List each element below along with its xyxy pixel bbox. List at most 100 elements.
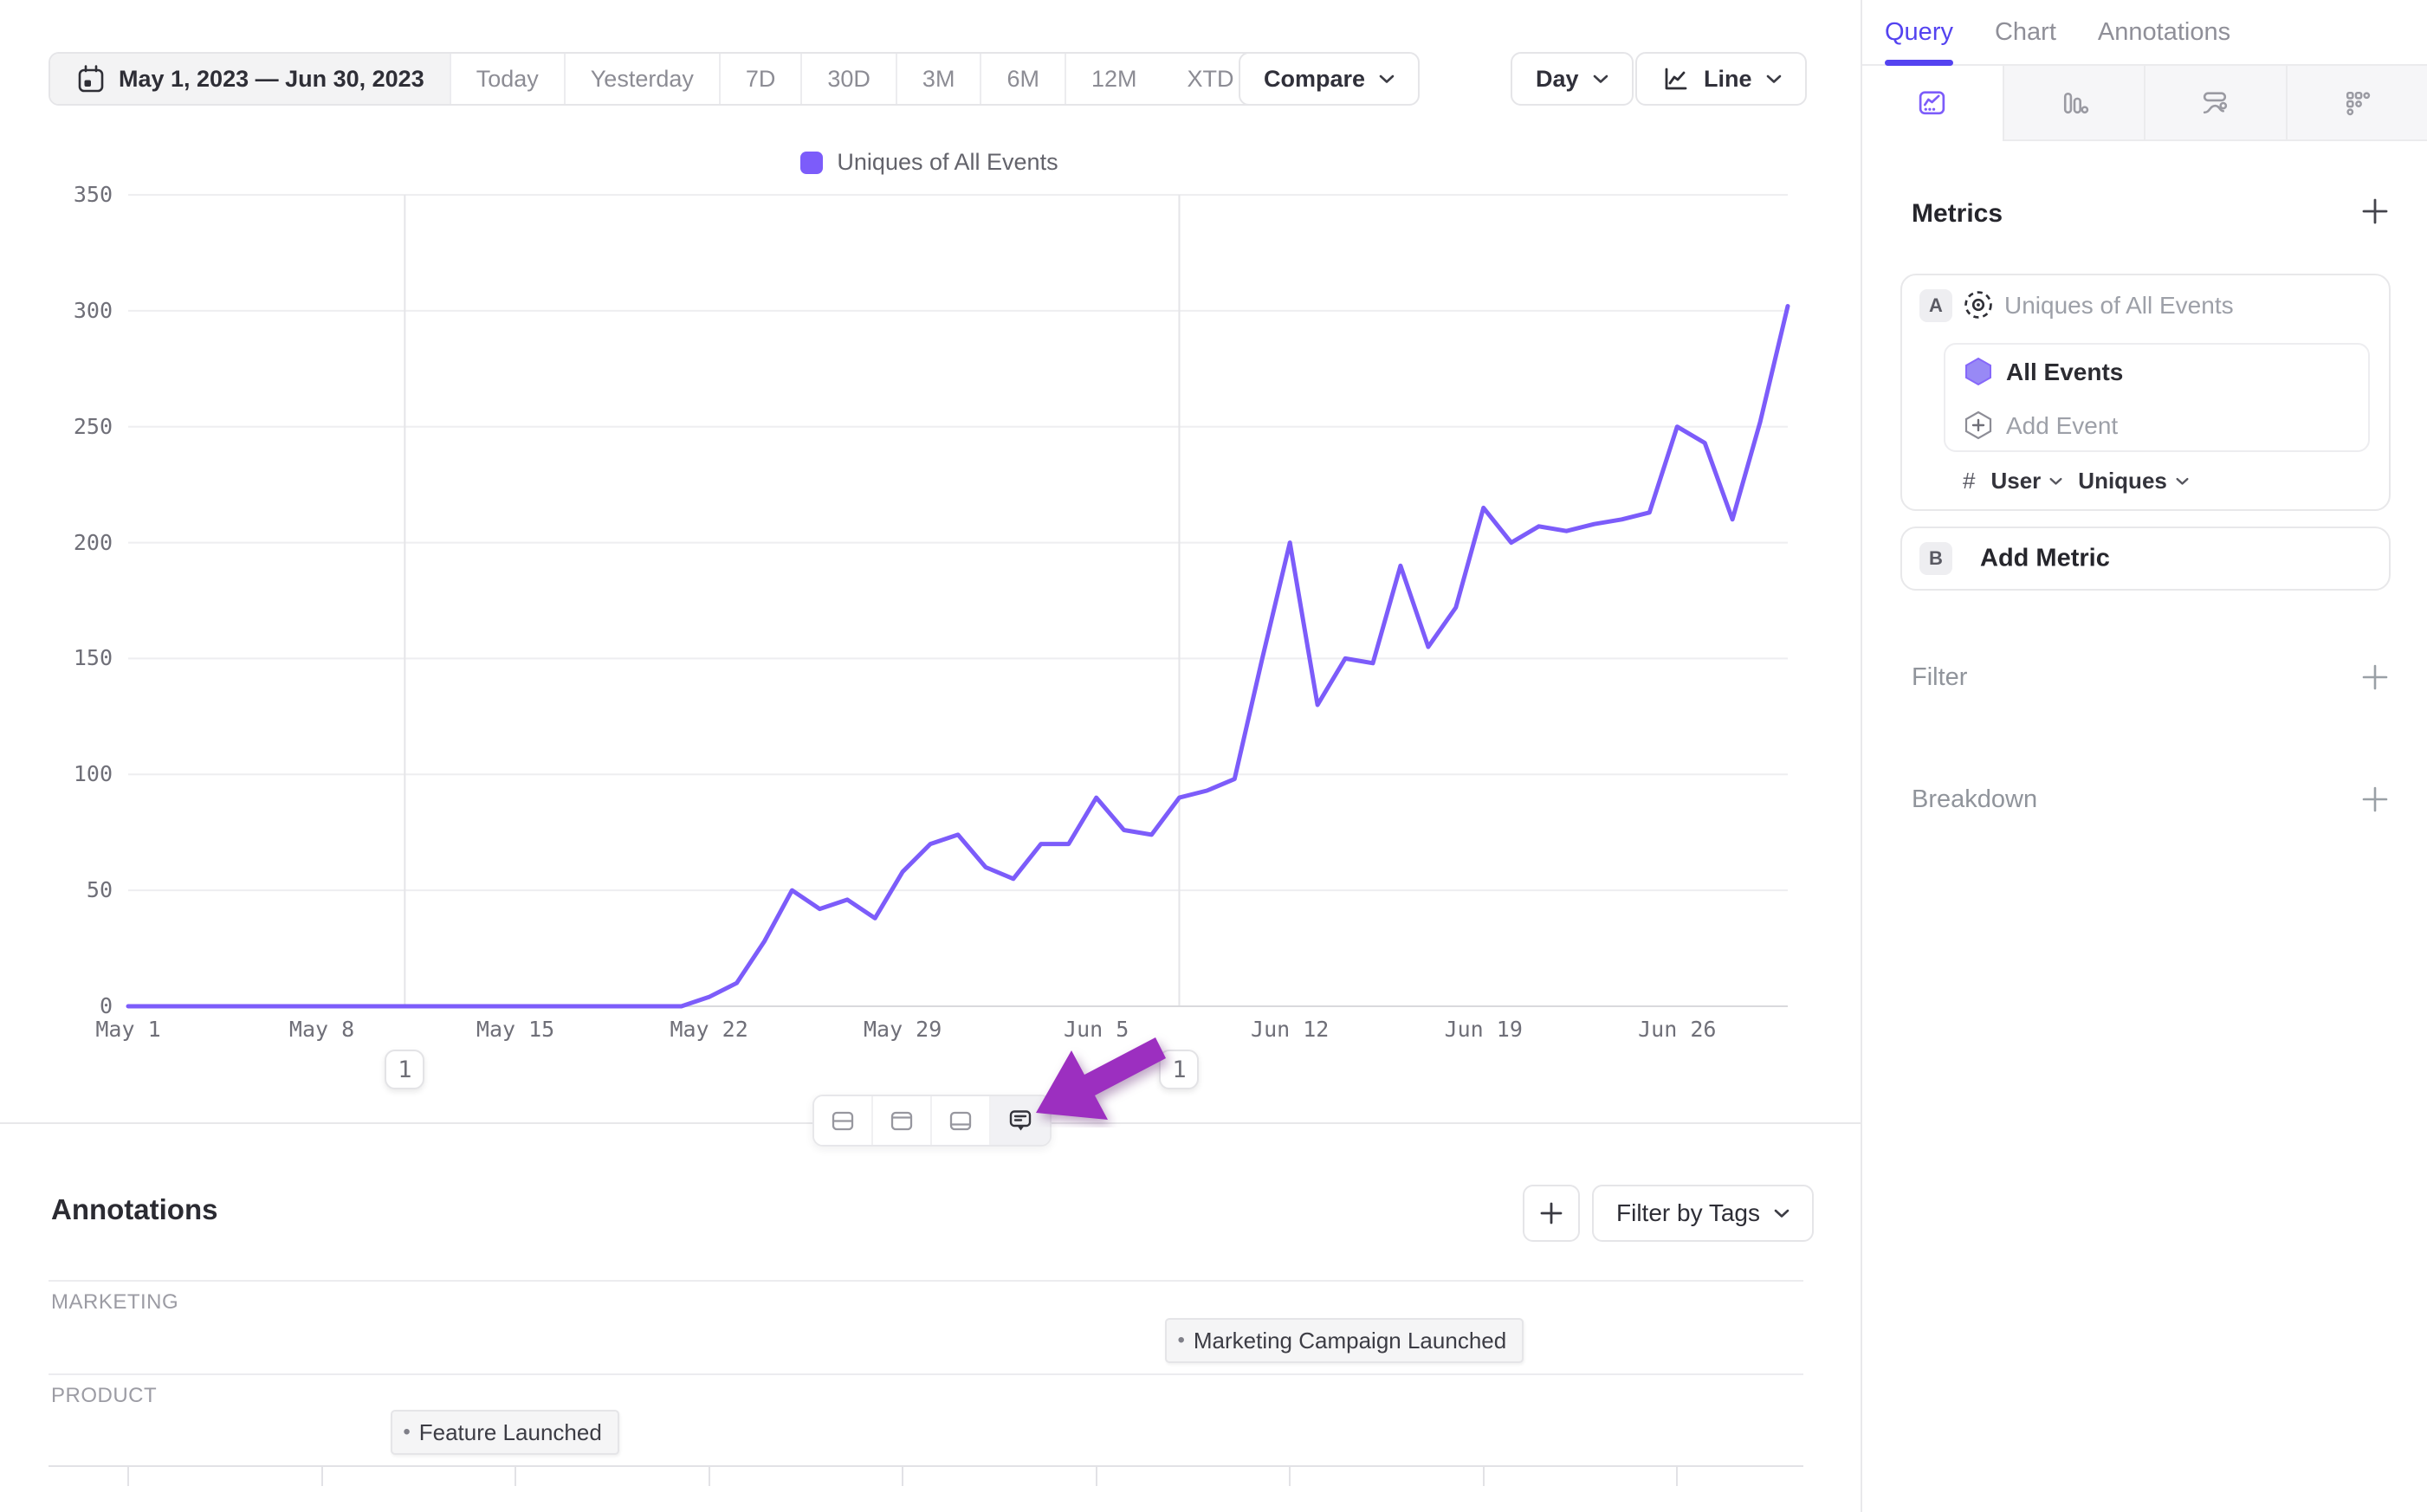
date-range-button[interactable]: May 1, 2023 — Jun 30, 2023 bbox=[50, 54, 451, 104]
add-metric-card[interactable]: B Add Metric bbox=[1900, 527, 2391, 591]
view-tab-retention[interactable] bbox=[2285, 66, 2427, 141]
aggregation-prefix: # bbox=[1963, 468, 1976, 494]
layout-split-rows-icon bbox=[832, 1111, 854, 1131]
metric-name-placeholder[interactable]: Uniques of All Events bbox=[2004, 292, 2234, 319]
view-tab-insights[interactable] bbox=[1862, 66, 2003, 141]
bar-chart-icon bbox=[2063, 92, 2088, 114]
series-line-uniques[interactable] bbox=[126, 304, 1790, 1009]
granularity-button[interactable]: Day bbox=[1511, 52, 1634, 106]
chevron-down-icon bbox=[1379, 74, 1395, 83]
annotation-chip[interactable]: • Feature Launched bbox=[391, 1410, 619, 1455]
annotation-count-badge-jun-8[interactable]: 1 bbox=[1159, 1050, 1200, 1089]
view-tab-flows[interactable] bbox=[2144, 66, 2286, 141]
preset-12m-button[interactable]: 12M bbox=[1065, 54, 1162, 104]
timeline-tick-may-8 bbox=[320, 1465, 323, 1486]
compare-button[interactable]: Compare bbox=[1239, 52, 1421, 106]
y-axis-label-350: 350 bbox=[73, 182, 113, 207]
breakdown-section-label: Breakdown bbox=[1912, 785, 2038, 813]
aggregation-function-dropdown[interactable]: Uniques bbox=[2078, 468, 2189, 494]
x-axis-label-may-22: May 22 bbox=[670, 1017, 748, 1042]
x-axis-label-jun-19: Jun 19 bbox=[1444, 1017, 1523, 1042]
chevron-down-icon bbox=[2049, 477, 2062, 485]
flows-icon bbox=[2204, 92, 2228, 114]
add-event-button[interactable]: Add Event bbox=[2006, 412, 2119, 439]
preset-6m-button[interactable]: 6M bbox=[981, 54, 1066, 104]
timeline-tick-jun-12 bbox=[1289, 1465, 1291, 1486]
chart-legend: Uniques of All Events bbox=[0, 149, 1859, 176]
preset-7d-button[interactable]: 7D bbox=[720, 54, 803, 104]
event-item-all-events[interactable]: All Events bbox=[2006, 359, 2124, 385]
chevron-down-icon bbox=[1766, 74, 1781, 83]
preset-today-button[interactable]: Today bbox=[450, 54, 566, 104]
y-axis-label-200: 200 bbox=[73, 529, 113, 555]
preset-30d-button[interactable]: 30D bbox=[802, 54, 897, 104]
annotation-group-marketing: MARKETING bbox=[51, 1290, 179, 1314]
filter-by-tags-label: Filter by Tags bbox=[1616, 1199, 1760, 1226]
view-tab-bar-chart[interactable] bbox=[2002, 66, 2144, 141]
plus-icon bbox=[2362, 664, 2388, 690]
add-breakdown-button[interactable] bbox=[2359, 784, 2391, 819]
retention-grid-icon bbox=[2346, 91, 2370, 116]
layout-bottom-panel-button[interactable] bbox=[932, 1096, 991, 1145]
annotations-title: Annotations bbox=[51, 1193, 218, 1225]
x-axis-label-may-1: May 1 bbox=[95, 1017, 161, 1042]
chart-panels-toolbar bbox=[812, 1095, 1052, 1147]
y-axis-label-250: 250 bbox=[73, 413, 113, 439]
timeline-tick-may-22 bbox=[708, 1465, 710, 1486]
group-divider bbox=[49, 1280, 1803, 1282]
preset-xtd-label: XTD bbox=[1187, 65, 1234, 92]
layout-bottom-panel-icon bbox=[949, 1111, 972, 1131]
annotations-comments-button[interactable] bbox=[991, 1096, 1050, 1145]
timeline-tick-jun-19 bbox=[1482, 1465, 1485, 1486]
highlight-arrow bbox=[1036, 1037, 1166, 1120]
insights-line-icon bbox=[1919, 91, 1945, 115]
chevron-down-icon bbox=[2176, 477, 2189, 485]
aggregation-entity-dropdown[interactable]: User bbox=[1990, 468, 2062, 494]
y-axis-label-0: 0 bbox=[99, 993, 113, 1018]
add-annotation-button[interactable] bbox=[1523, 1185, 1580, 1242]
layout-split-rows-button[interactable] bbox=[814, 1096, 873, 1145]
x-axis-label-may-29: May 29 bbox=[863, 1017, 942, 1042]
metrics-title: Metrics bbox=[1912, 199, 2003, 228]
plus-icon bbox=[1540, 1202, 1563, 1224]
add-metric-plus-button[interactable] bbox=[2359, 196, 2391, 231]
chevron-down-icon bbox=[1774, 1209, 1790, 1218]
timeline-tick-may-15 bbox=[515, 1465, 517, 1486]
annotation-chip-label: Feature Launched bbox=[418, 1418, 602, 1445]
y-axis-label-50: 50 bbox=[86, 877, 113, 903]
add-filter-button[interactable] bbox=[2359, 662, 2391, 697]
x-axis-label-may-15: May 15 bbox=[476, 1017, 555, 1042]
filter-section-label: Filter bbox=[1912, 663, 1968, 691]
layout-top-panel-button[interactable] bbox=[873, 1096, 932, 1145]
metric-settings-gear-icon[interactable] bbox=[1961, 288, 1996, 322]
annotation-chip[interactable]: • Marketing Campaign Launched bbox=[1165, 1318, 1524, 1363]
x-axis-label-jun-12: Jun 12 bbox=[1251, 1017, 1330, 1042]
annotation-chip-label: Marketing Campaign Launched bbox=[1193, 1327, 1507, 1354]
all-events-hexagon-icon bbox=[1965, 357, 1991, 386]
chevron-down-icon bbox=[1593, 74, 1608, 83]
tab-annotations[interactable]: Annotations bbox=[2097, 17, 2231, 46]
annotation-count-badge-may-11[interactable]: 1 bbox=[385, 1050, 425, 1089]
x-axis-label-may-8: May 8 bbox=[288, 1017, 355, 1042]
filter-by-tags-button[interactable]: Filter by Tags bbox=[1592, 1185, 1814, 1242]
preset-yesterday-button[interactable]: Yesterday bbox=[565, 54, 721, 104]
tab-query[interactable]: Query bbox=[1885, 0, 1953, 66]
date-range-label: May 1, 2023 — Jun 30, 2023 bbox=[119, 65, 424, 92]
view-type-tabs bbox=[1862, 66, 2427, 141]
y-axis-label-150: 150 bbox=[73, 645, 113, 671]
preset-3m-button[interactable]: 3M bbox=[896, 54, 982, 104]
legend-label: Uniques of All Events bbox=[837, 149, 1058, 175]
chart-type-button[interactable]: Line bbox=[1635, 52, 1807, 106]
aggregation-function-label: Uniques bbox=[2078, 468, 2167, 494]
line-chart-icon bbox=[1665, 68, 1687, 90]
granularity-label: Day bbox=[1536, 65, 1579, 92]
x-axis-label-jun-26: Jun 26 bbox=[1638, 1017, 1717, 1042]
line-chart-canvas[interactable] bbox=[0, 0, 1861, 1039]
timeline-tick-jun-5 bbox=[1095, 1465, 1097, 1486]
metric-badge-b: B bbox=[1919, 542, 1952, 575]
timeline-tick-may-29 bbox=[902, 1465, 904, 1486]
metric-badge-a: A bbox=[1919, 289, 1952, 322]
event-list-card: All Events Add Event bbox=[1944, 343, 2370, 452]
tab-chart[interactable]: Chart bbox=[1994, 17, 2056, 46]
timeline-tick-may-1 bbox=[127, 1465, 129, 1486]
